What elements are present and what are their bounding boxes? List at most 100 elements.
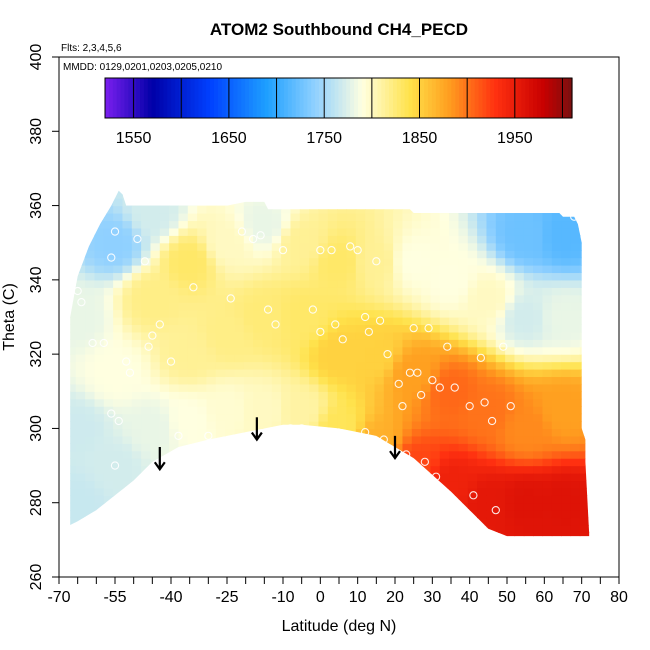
- field-cell: [215, 421, 226, 430]
- field-cell: [505, 480, 516, 489]
- colorbar-swatch: [428, 78, 433, 118]
- field-cell: [579, 213, 590, 222]
- field-cell: [290, 242, 301, 251]
- field-cell: [393, 510, 404, 519]
- field-cell: [570, 272, 581, 281]
- field-cell: [551, 257, 562, 266]
- field-cell: [355, 383, 366, 392]
- field-cell: [467, 510, 478, 519]
- field-cell: [103, 190, 114, 192]
- field-cell: [505, 361, 516, 370]
- field-cell: [271, 302, 282, 311]
- field-cell: [141, 257, 152, 266]
- field-cell: [225, 502, 236, 511]
- sample-point: [450, 383, 459, 392]
- field-cell: [234, 205, 245, 214]
- field-cell: [299, 346, 310, 355]
- colorbar-swatch: [416, 78, 421, 118]
- field-cell: [262, 205, 273, 214]
- field-cell: [542, 294, 553, 303]
- field-cell: [75, 406, 86, 415]
- field-cell: [113, 487, 124, 496]
- field-cell: [122, 317, 133, 326]
- field-cell: [327, 331, 338, 340]
- field-cell: [374, 465, 385, 474]
- field-cell: [393, 391, 404, 400]
- field-cell: [141, 443, 152, 452]
- field-cell: [393, 242, 404, 251]
- field-cell: [365, 302, 376, 311]
- field-cell: [131, 235, 142, 244]
- field-cell: [505, 205, 516, 214]
- field-cell: [169, 406, 180, 415]
- field-cell: [271, 331, 282, 340]
- field-cell: [103, 458, 114, 467]
- field-cell: [290, 398, 301, 407]
- sample-point: [316, 245, 325, 255]
- field-cell: [215, 302, 226, 311]
- field-cell: [141, 235, 152, 244]
- field-cell: [243, 525, 254, 534]
- field-cell: [159, 220, 170, 229]
- field-cell: [187, 317, 198, 326]
- field-cell: [542, 517, 553, 526]
- field-cell: [383, 324, 394, 333]
- field-cell: [309, 317, 320, 326]
- sample-point: [110, 227, 120, 236]
- field-cell: [402, 532, 413, 537]
- colorbar-swatch: [252, 78, 258, 118]
- field-cell: [365, 510, 376, 519]
- field-cell: [290, 324, 301, 333]
- field-cell: [486, 532, 497, 537]
- field-cell: [103, 213, 114, 222]
- field-cell: [206, 361, 217, 370]
- field-cell: [122, 502, 133, 511]
- field-cell: [141, 369, 152, 378]
- field-cell: [365, 190, 376, 199]
- field-cell: [243, 331, 254, 340]
- field-cell: [411, 458, 422, 467]
- field-cell: [327, 339, 338, 348]
- field-cell: [75, 413, 86, 422]
- field-cell: [495, 458, 506, 467]
- field-cell: [94, 250, 105, 259]
- field-cell: [561, 495, 572, 504]
- field-cell: [215, 443, 226, 452]
- field-cell: [103, 443, 114, 452]
- field-cell: [141, 279, 152, 288]
- sample-points: [73, 212, 594, 515]
- field-cell: [197, 443, 208, 452]
- field-cell: [514, 532, 525, 537]
- field-cell: [374, 406, 385, 415]
- field-cell: [505, 473, 516, 482]
- field-cell: [299, 435, 310, 444]
- field-cell: [327, 257, 338, 266]
- field-cell: [178, 294, 189, 303]
- field-cell: [94, 525, 105, 534]
- field-cell: [75, 213, 86, 222]
- field-cell: [225, 205, 236, 214]
- field-cell: [309, 309, 320, 318]
- field-cell: [514, 450, 525, 459]
- field-cell: [253, 525, 264, 534]
- field-cell: [169, 443, 180, 452]
- field-cell: [542, 458, 553, 467]
- field-cell: [542, 473, 553, 482]
- field-cell: [113, 450, 124, 459]
- field-cell: [197, 235, 208, 244]
- field-cell: [122, 413, 133, 422]
- field-cell: [178, 391, 189, 400]
- field-cell: [523, 495, 534, 504]
- field-cell: [514, 361, 525, 370]
- field-cell: [486, 213, 497, 222]
- field-cell: [533, 517, 544, 526]
- field-cell: [346, 272, 357, 281]
- field-cell: [374, 220, 385, 229]
- field-cell: [533, 272, 544, 281]
- field-cell: [299, 473, 310, 482]
- field-cell: [346, 517, 357, 526]
- field-cell: [262, 235, 273, 244]
- field-cell: [262, 213, 273, 222]
- field-cell: [197, 265, 208, 274]
- field-cell: [103, 450, 114, 459]
